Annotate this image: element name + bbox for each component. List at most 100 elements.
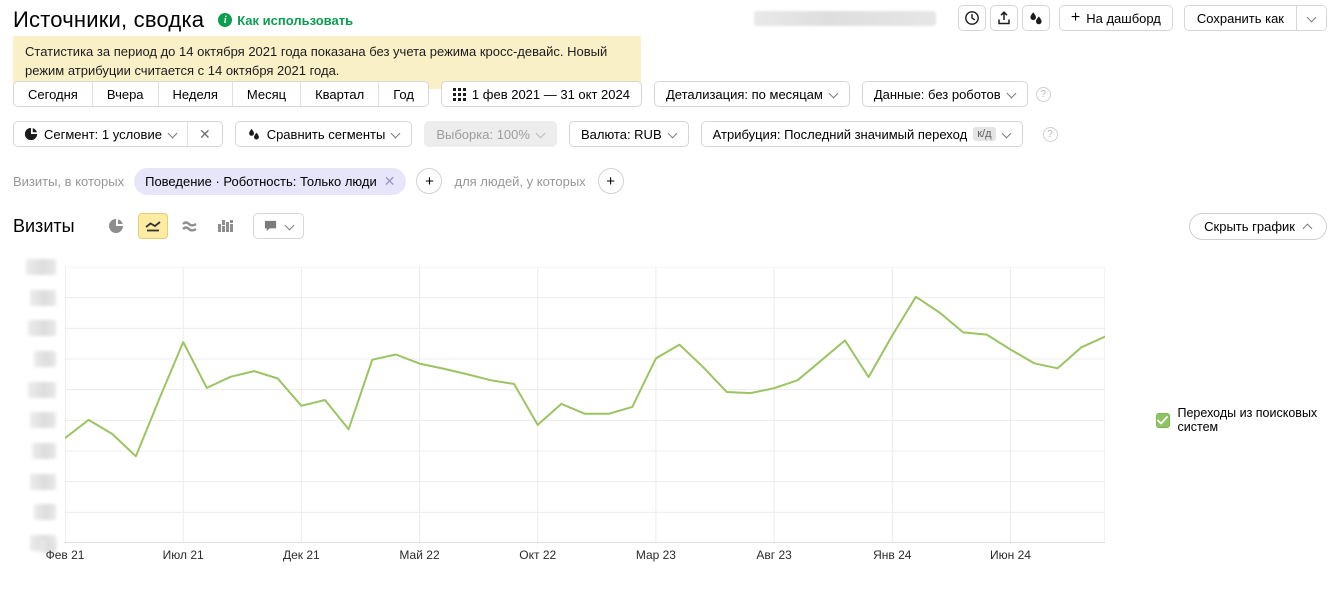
export-button[interactable] bbox=[989, 5, 1018, 31]
pie-chart-icon bbox=[108, 218, 124, 234]
x-axis-tick-label: Май 22 bbox=[399, 548, 440, 562]
segment-toolbar: Сегмент: 1 условие ✕ Сравнить сегменты В… bbox=[13, 121, 1070, 147]
period-tab[interactable]: Квартал bbox=[301, 82, 380, 106]
segment-button[interactable]: Сегмент: 1 условие bbox=[14, 122, 187, 146]
redacted-y-tick-label bbox=[30, 473, 56, 490]
x-axis-tick-label: Дек 21 bbox=[282, 548, 320, 562]
period-tab[interactable]: Год bbox=[393, 86, 414, 102]
export-icon bbox=[996, 10, 1012, 26]
info-icon: i bbox=[218, 13, 233, 27]
x-axis-tick-label: Июл 21 bbox=[162, 548, 204, 562]
chevron-down-icon bbox=[1007, 90, 1016, 99]
chevron-up-icon bbox=[1303, 222, 1312, 231]
legend-item-search-engines[interactable]: Переходы из поисковых систем bbox=[1156, 406, 1340, 434]
page-header: Источники, сводка i Как использовать bbox=[13, 5, 1327, 35]
save-as-menu-button[interactable] bbox=[1296, 6, 1326, 30]
compare-segments-button[interactable]: Сравнить сегменты bbox=[234, 121, 413, 147]
chart-header: Визиты bbox=[13, 212, 1327, 240]
segment-clear-button[interactable]: ✕ bbox=[186, 122, 222, 146]
comment-bubble-icon bbox=[263, 219, 278, 233]
chart-type-columns-button[interactable] bbox=[212, 214, 238, 238]
add-to-dashboard-button[interactable]: + На дашборд bbox=[1058, 5, 1173, 31]
add-user-condition-button[interactable]: + bbox=[597, 168, 624, 194]
visits-line-chart[interactable] bbox=[65, 267, 1105, 543]
sampling-button[interactable]: Выборка: 100% bbox=[424, 121, 557, 147]
history-button[interactable] bbox=[957, 5, 986, 31]
cross-device-notice: Статистика за период до 14 октября 2021 … bbox=[13, 36, 641, 89]
chevron-down-icon bbox=[668, 130, 677, 139]
data-robots-button[interactable]: Данные: без роботов bbox=[861, 81, 1028, 107]
segment-label: Сегмент: 1 условие bbox=[44, 126, 162, 142]
redacted-y-tick-label bbox=[40, 540, 56, 553]
compare-segments-icon bbox=[247, 127, 261, 141]
redacted-y-tick-label bbox=[28, 320, 56, 337]
attribution-badge: к/д bbox=[973, 127, 996, 141]
period-tab[interactable]: Вчера bbox=[93, 82, 159, 106]
chevron-down-icon bbox=[536, 130, 545, 139]
redacted-y-tick-label bbox=[32, 443, 56, 459]
visits-series-line bbox=[65, 295, 1105, 458]
x-axis-tick-label: Июн 24 bbox=[989, 548, 1031, 562]
date-range-button[interactable]: 1 фев 2021 — 31 окт 2024 bbox=[440, 81, 642, 107]
chevron-down-icon bbox=[168, 130, 177, 139]
x-axis-tick-label: Янв 24 bbox=[873, 548, 912, 562]
plus-icon: + bbox=[1070, 9, 1081, 26]
segment-group: Сегмент: 1 условие ✕ bbox=[13, 121, 223, 147]
redacted-y-tick-label bbox=[34, 504, 56, 521]
help-question-icon[interactable]: ? bbox=[1035, 86, 1051, 102]
period-tab[interactable]: Месяц bbox=[233, 82, 302, 106]
filter-prefix-label: Визиты, в которых bbox=[13, 173, 125, 189]
x-axis-tick-label: Окт 22 bbox=[519, 548, 557, 562]
chevron-down-icon bbox=[391, 130, 400, 139]
chevron-down-icon bbox=[1307, 14, 1316, 23]
stacked-area-icon bbox=[181, 218, 198, 234]
x-axis-tick-label: Авг 23 bbox=[756, 548, 792, 562]
redacted-y-tick-label bbox=[28, 381, 56, 398]
page-title: Источники, сводка bbox=[13, 7, 205, 32]
legend-checkbox-checked-icon[interactable] bbox=[1156, 412, 1170, 428]
chevron-down-icon bbox=[285, 222, 294, 231]
compare-segments-icon bbox=[1028, 10, 1044, 26]
column-chart-icon bbox=[217, 218, 233, 234]
save-as-split-button: Сохранить как bbox=[1183, 5, 1327, 31]
add-visit-condition-button[interactable]: + bbox=[416, 168, 443, 194]
segment-pie-icon bbox=[24, 127, 38, 141]
help-question-icon[interactable]: ? bbox=[1042, 126, 1058, 142]
redacted-y-tick-label bbox=[34, 351, 56, 367]
period-segmented-control: Сегодня Вчера Неделя Месяц Квартал Год bbox=[13, 81, 429, 107]
filter-suffix-label: для людей, у которых bbox=[454, 173, 586, 189]
period-tab[interactable]: Неделя bbox=[159, 82, 233, 106]
period-tab[interactable]: Сегодня bbox=[14, 82, 93, 106]
x-axis-tick-label: Фев 21 bbox=[45, 548, 85, 562]
line-chart-icon bbox=[144, 218, 162, 234]
data-robots-label: Данные: без роботов bbox=[873, 86, 1001, 102]
header-actions: + На дашборд Сохранить как bbox=[753, 5, 1327, 31]
detail-level-label: Детализация: по месяцам bbox=[665, 86, 823, 102]
redacted-y-tick-label bbox=[30, 289, 56, 306]
chart-type-pie-button[interactable] bbox=[103, 214, 129, 238]
chart-title: Визиты bbox=[13, 215, 75, 236]
currency-button[interactable]: Валюта: RUB bbox=[568, 121, 689, 147]
robots-filter-chip[interactable]: Поведение · Роботность: Только люди ✕ bbox=[134, 167, 407, 195]
save-as-button[interactable]: Сохранить как bbox=[1184, 6, 1296, 30]
save-as-label: Сохранить как bbox=[1196, 10, 1284, 26]
filter-row: Визиты, в которых Поведение · Роботность… bbox=[13, 167, 636, 195]
hide-graph-button[interactable]: Скрыть график bbox=[1189, 213, 1327, 240]
date-range-label: 1 фев 2021 — 31 окт 2024 bbox=[471, 86, 630, 102]
x-axis-tick-label: Мар 23 bbox=[635, 548, 676, 562]
chart-type-area-button[interactable] bbox=[177, 214, 203, 238]
how-to-use-link[interactable]: i Как использовать bbox=[218, 13, 353, 28]
history-clock-icon bbox=[964, 10, 980, 26]
annotations-dropdown-button[interactable] bbox=[252, 213, 304, 239]
detail-level-button[interactable]: Детализация: по месяцам bbox=[653, 81, 850, 107]
compare-button[interactable] bbox=[1021, 5, 1050, 31]
chip-close-icon[interactable]: ✕ bbox=[383, 172, 396, 189]
sampling-label: Выборка: 100% bbox=[436, 126, 530, 142]
redacted-counter-name bbox=[753, 10, 936, 26]
chart-type-line-button[interactable] bbox=[137, 213, 168, 239]
chevron-down-icon bbox=[1002, 130, 1011, 139]
chevron-down-icon bbox=[829, 90, 838, 99]
attribution-button[interactable]: Атрибуция: Последний значимый переход к/… bbox=[700, 121, 1023, 147]
add-to-dashboard-label: На дашборд bbox=[1086, 10, 1161, 26]
